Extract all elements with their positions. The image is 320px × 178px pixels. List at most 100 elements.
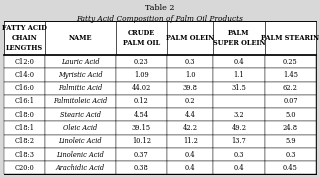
Bar	[265, 148, 316, 161]
Bar	[213, 95, 265, 108]
Bar	[4, 108, 45, 121]
Text: 0.37: 0.37	[134, 151, 149, 159]
Bar	[116, 121, 167, 135]
Bar	[167, 55, 213, 68]
Text: C18:2: C18:2	[14, 137, 34, 145]
Text: Palmitic Acid: Palmitic Acid	[58, 84, 102, 92]
Text: Oleic Acid: Oleic Acid	[63, 124, 97, 132]
Text: 42.2: 42.2	[183, 124, 198, 132]
Bar	[45, 161, 116, 174]
Bar	[45, 108, 116, 121]
Text: Stearic Acid: Stearic Acid	[60, 111, 101, 119]
Text: 0.45: 0.45	[283, 164, 298, 172]
Bar	[265, 95, 316, 108]
Text: Fatty Acid Composition of Palm Oil Products: Fatty Acid Composition of Palm Oil Produ…	[76, 15, 244, 23]
Bar	[45, 55, 116, 68]
Bar	[167, 148, 213, 161]
Text: PALM
SUPER OLEIN: PALM SUPER OLEIN	[213, 29, 265, 47]
Text: 24.8: 24.8	[283, 124, 298, 132]
Bar	[167, 95, 213, 108]
Bar	[4, 82, 45, 95]
Text: C14:0: C14:0	[14, 71, 34, 79]
Text: C20:0: C20:0	[14, 164, 34, 172]
Text: Linolenic Acid: Linolenic Acid	[56, 151, 104, 159]
Bar	[116, 161, 167, 174]
Bar	[167, 21, 213, 55]
Text: C16:0: C16:0	[14, 84, 34, 92]
Text: 0.4: 0.4	[185, 164, 196, 172]
Bar	[45, 121, 116, 135]
Bar	[265, 121, 316, 135]
Bar	[4, 21, 45, 55]
Text: 13.7: 13.7	[232, 137, 246, 145]
Text: 5.9: 5.9	[285, 137, 296, 145]
Text: 5.0: 5.0	[285, 111, 296, 119]
Bar	[213, 108, 265, 121]
Bar	[45, 135, 116, 148]
Bar	[116, 55, 167, 68]
Text: 4.4: 4.4	[185, 111, 196, 119]
Bar	[265, 68, 316, 82]
Text: PALM STEARIN: PALM STEARIN	[261, 34, 319, 42]
Text: 39.15: 39.15	[132, 124, 151, 132]
Text: 0.3: 0.3	[185, 58, 196, 66]
Bar	[213, 21, 265, 55]
Bar	[116, 135, 167, 148]
Text: 0.3: 0.3	[285, 151, 296, 159]
Bar	[45, 21, 116, 55]
Text: CRUDE
PALM OIL: CRUDE PALM OIL	[123, 29, 160, 47]
Text: C18:3: C18:3	[14, 151, 34, 159]
Bar	[4, 21, 316, 174]
Text: Lauric Acid: Lauric Acid	[61, 58, 100, 66]
Bar	[213, 161, 265, 174]
Text: 0.38: 0.38	[134, 164, 149, 172]
Text: 4.54: 4.54	[134, 111, 149, 119]
Text: 31.5: 31.5	[232, 84, 246, 92]
Bar	[4, 68, 45, 82]
Bar	[4, 55, 45, 68]
Bar	[213, 55, 265, 68]
Text: 0.4: 0.4	[234, 58, 244, 66]
Bar	[45, 95, 116, 108]
Bar	[167, 108, 213, 121]
Bar	[265, 161, 316, 174]
Text: Linoleic Acid: Linoleic Acid	[58, 137, 102, 145]
Bar	[116, 148, 167, 161]
Text: 62.2: 62.2	[283, 84, 298, 92]
Text: 0.12: 0.12	[134, 98, 149, 106]
Bar	[4, 121, 45, 135]
Bar	[213, 135, 265, 148]
Text: PALM OLEIN: PALM OLEIN	[166, 34, 214, 42]
Bar	[265, 55, 316, 68]
Text: 39.8: 39.8	[183, 84, 198, 92]
Text: 44.02: 44.02	[132, 84, 151, 92]
Bar	[4, 161, 45, 174]
Text: NAME: NAME	[68, 34, 92, 42]
Bar	[45, 148, 116, 161]
Bar	[116, 108, 167, 121]
Bar	[4, 135, 45, 148]
Text: 0.3: 0.3	[234, 151, 244, 159]
Text: 0.2: 0.2	[185, 98, 196, 106]
Bar	[265, 82, 316, 95]
Text: Arachidic Acid: Arachidic Acid	[56, 164, 105, 172]
Bar	[45, 68, 116, 82]
Bar	[116, 82, 167, 95]
Text: FATTY ACID
CHAIN
LENGTHS: FATTY ACID CHAIN LENGTHS	[2, 24, 47, 52]
Text: 49.2: 49.2	[231, 124, 246, 132]
Bar	[167, 68, 213, 82]
Text: 0.4: 0.4	[185, 151, 196, 159]
Bar	[213, 121, 265, 135]
Text: 0.23: 0.23	[134, 58, 149, 66]
Text: 11.2: 11.2	[183, 137, 198, 145]
Bar	[265, 108, 316, 121]
Bar	[213, 68, 265, 82]
Text: 0.25: 0.25	[283, 58, 298, 66]
Text: Palmitoleic Acid: Palmitoleic Acid	[53, 98, 107, 106]
Bar	[116, 68, 167, 82]
Text: 1.0: 1.0	[185, 71, 196, 79]
Text: 0.4: 0.4	[234, 164, 244, 172]
Bar	[265, 135, 316, 148]
Text: 0.07: 0.07	[283, 98, 298, 106]
Text: 3.2: 3.2	[234, 111, 244, 119]
